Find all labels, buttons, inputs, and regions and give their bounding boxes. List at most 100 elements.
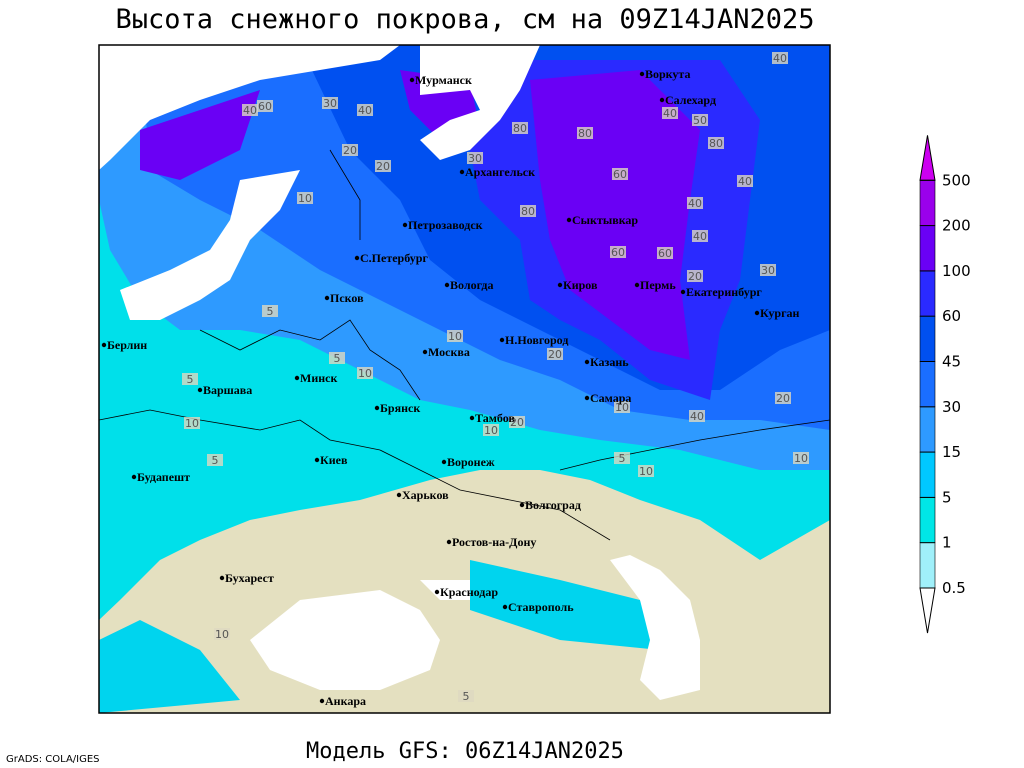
legend-band	[919, 497, 936, 543]
city-label: Брянск	[380, 401, 420, 415]
legend-band	[919, 225, 936, 272]
contour-label: 10	[484, 424, 498, 437]
city-label: Харьков	[402, 488, 449, 502]
legend-band	[919, 406, 936, 453]
subtitle: Модель GFS: 06Z14JAN2025	[306, 739, 624, 764]
city-label: Екатеринбург	[686, 285, 762, 299]
contour-label-bg	[342, 144, 358, 156]
city-dot	[557, 282, 563, 288]
snow-zone	[99, 560, 660, 713]
city-dot	[422, 349, 428, 355]
contour-label: 10	[615, 401, 629, 414]
contour-label: 10	[215, 628, 229, 641]
contour-label-bg	[322, 97, 338, 109]
contour-label-bg	[447, 330, 463, 342]
contour-label: 60	[658, 247, 672, 260]
city-label: Казань	[590, 355, 629, 369]
city-dot	[197, 387, 203, 393]
city-dot	[354, 255, 360, 261]
legend-arrow	[919, 135, 936, 181]
contour-label-bg	[638, 465, 654, 477]
contour-label: 10	[794, 452, 808, 465]
city-label: Курган	[760, 306, 800, 320]
contour-label-bg	[262, 305, 278, 317]
contour-label: 30	[323, 97, 337, 110]
contour-label-bg	[793, 452, 809, 464]
contour-label-bg	[297, 192, 313, 204]
contour-label-bg	[329, 352, 345, 364]
contour-label: 80	[578, 127, 592, 140]
contour-label: 20	[343, 144, 357, 157]
contour-label: 40	[693, 230, 707, 243]
city-label: Вологда	[450, 278, 494, 292]
contour-label: 10	[448, 330, 462, 343]
city-dot	[639, 71, 645, 77]
contour-label-bg	[512, 122, 528, 134]
city-dot	[131, 474, 137, 480]
city-label: Ставрополь	[508, 600, 574, 614]
legend-label: 60	[942, 307, 961, 325]
legend-label: 5	[942, 488, 952, 506]
legend-label: 100	[942, 262, 971, 280]
city-label: Салехард	[665, 93, 716, 107]
city-dot	[584, 359, 590, 365]
city-dot	[584, 395, 590, 401]
contour-label: 30	[761, 264, 775, 277]
contour-label: 40	[738, 175, 752, 188]
contour-label: 10	[298, 192, 312, 205]
snow-zone	[140, 70, 700, 360]
city-dot	[314, 457, 320, 463]
contour-label: 10	[185, 417, 199, 430]
contour-label-bg	[577, 127, 593, 139]
city-dot	[566, 217, 572, 223]
city-label: Будапешт	[137, 470, 190, 484]
contour-label: 5	[334, 352, 341, 365]
city-label: Берлин	[107, 338, 147, 352]
city-label: Псков	[330, 291, 364, 305]
sea	[420, 580, 470, 600]
legend-band	[919, 542, 936, 589]
city-label: Бухарест	[225, 571, 274, 585]
legend-arrow	[919, 587, 936, 634]
city-label: Сыктывкар	[572, 213, 638, 227]
city-dot	[469, 415, 475, 421]
contour-label: 5	[267, 305, 274, 318]
contour-label-bg	[689, 410, 705, 422]
contour-label-bg	[520, 205, 536, 217]
contour-label: 80	[521, 205, 535, 218]
city-label: Анкара	[325, 694, 366, 708]
city-label: Самара	[590, 391, 631, 405]
contour-label-bg	[547, 348, 563, 360]
contour-label: 20	[688, 270, 702, 283]
city-dot	[459, 169, 465, 175]
contour-label-bg	[357, 367, 373, 379]
city-dot	[319, 698, 325, 704]
contour-label-bg	[483, 424, 499, 436]
city-label: Воронеж	[447, 455, 495, 469]
contour-label-bg	[692, 114, 708, 126]
contour-label-bg	[708, 137, 724, 149]
contour-label-bg	[610, 246, 626, 258]
city-label: Волгоград	[525, 498, 581, 512]
sea	[420, 45, 540, 160]
contour-label-bg	[458, 690, 474, 702]
title: Высота снежного покрова, см на 09Z14JAN2…	[116, 4, 815, 35]
contour-label-bg	[375, 160, 391, 172]
contour-label: 40	[243, 104, 257, 117]
city-dot	[409, 77, 415, 83]
city-dot	[434, 589, 440, 595]
city-label: Ростов-на-Дону	[452, 535, 536, 549]
contour-label: 10	[639, 465, 653, 478]
contour-label: 5	[619, 452, 626, 465]
city-dot	[402, 222, 408, 228]
contour-label-bg	[257, 100, 273, 112]
city-label: Воркута	[645, 67, 690, 81]
credit: GrADS: COLA/IGES	[6, 754, 100, 765]
city-label: Киров	[563, 278, 598, 292]
sea	[99, 45, 400, 170]
contour-label: 40	[358, 104, 372, 117]
city-dot	[441, 459, 447, 465]
city-label: С.Петербург	[360, 251, 428, 265]
contour-label-bg	[614, 401, 630, 413]
